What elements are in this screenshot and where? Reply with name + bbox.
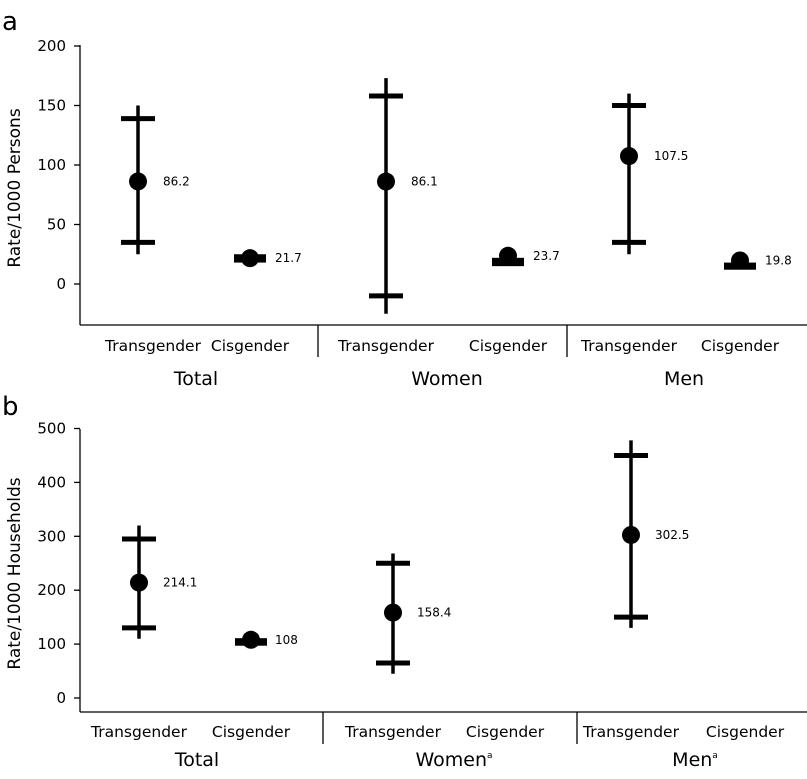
panel-b-category-label: Cisgender xyxy=(706,723,785,741)
panel-b-data-point xyxy=(622,525,640,544)
panel-a-category-label: Transgender xyxy=(337,337,435,355)
panel-a-y-axis-label: Rate/1000 Persons xyxy=(5,108,25,268)
panel-b-y-tick-label: 0 xyxy=(56,689,66,707)
panel-b-category-label: Cisgender xyxy=(466,723,545,741)
panel-b-group-label: Mena xyxy=(672,749,718,771)
panel-b-category-label: Transgender xyxy=(344,723,442,741)
panel-b-group-label: Total xyxy=(174,749,219,771)
panel-a-y-tick-label: 200 xyxy=(37,37,66,55)
panel-a-data-label: 21.7 xyxy=(275,251,302,265)
panel-a-y-tick-label: 100 xyxy=(37,156,66,174)
panel-a-data-point xyxy=(241,249,259,268)
panel-b-y-tick-label: 500 xyxy=(37,420,66,438)
panel-a-group-label: Men xyxy=(664,368,704,390)
panel-a-category-label: Transgender xyxy=(580,337,678,355)
panel-b-data-point xyxy=(384,603,402,622)
panel-a-category-label: Transgender xyxy=(104,337,202,355)
panel-b-data-label: 158.4 xyxy=(417,606,451,620)
panel-b-data-label: 108 xyxy=(275,633,298,647)
panel-a-data-label: 86.1 xyxy=(411,175,438,189)
panel-a-data-label: 23.7 xyxy=(533,249,560,263)
panel-b-y-tick-label: 100 xyxy=(37,635,66,653)
panel-a-data-point xyxy=(620,147,638,166)
panel-b-y-axis-label: Rate/1000 Households xyxy=(5,477,25,669)
panel-a-data-point xyxy=(129,172,147,191)
panel-letter-b: b xyxy=(2,392,19,422)
panel-a-data-point xyxy=(499,246,517,265)
panel-b-y-tick-label: 300 xyxy=(37,527,66,545)
panel-a-group-label: Women xyxy=(411,368,483,390)
panel-a-category-label: Cisgender xyxy=(701,337,780,355)
chart-panel-b: 0 100 200 300 400 500 Rate/1000 Households Tota… xyxy=(5,420,807,771)
panel-letter-a: a xyxy=(2,7,18,37)
panel-b-data-point xyxy=(242,630,260,649)
panel-a-data-label: 19.8 xyxy=(765,253,792,267)
panel-b-category-label: Transgender xyxy=(582,723,680,741)
panel-b-data-label: 302.5 xyxy=(655,528,689,542)
panel-a-y-tick-label: 0 xyxy=(56,275,66,293)
panel-a-y-tick-label: 50 xyxy=(47,216,66,234)
panel-b-category-label: Cisgender xyxy=(212,723,291,741)
panel-a-category-label: Cisgender xyxy=(211,337,290,355)
panel-a-y-tick-label: 150 xyxy=(37,97,66,115)
panel-b-y-tick-label: 200 xyxy=(37,581,66,599)
panel-b-data-label: 214.1 xyxy=(163,576,197,590)
panel-a-data-label: 86.2 xyxy=(163,174,190,188)
panel-b-group-label: Womena xyxy=(415,749,492,771)
panel-a-category-label: Cisgender xyxy=(469,337,548,355)
panel-b-category-label: Transgender xyxy=(90,723,188,741)
panel-a-data-point xyxy=(377,172,395,191)
panel-a-data-point xyxy=(731,251,749,270)
panel-b-y-tick-label: 400 xyxy=(37,473,66,491)
panel-a-group-label: Total xyxy=(173,368,218,390)
panel-a-data-label: 107.5 xyxy=(654,149,688,163)
panel-b-data-point xyxy=(130,573,148,592)
chart-panel-a: 0 50 100 150 200 Rate/1000 Persons Total Women M… xyxy=(5,37,807,390)
